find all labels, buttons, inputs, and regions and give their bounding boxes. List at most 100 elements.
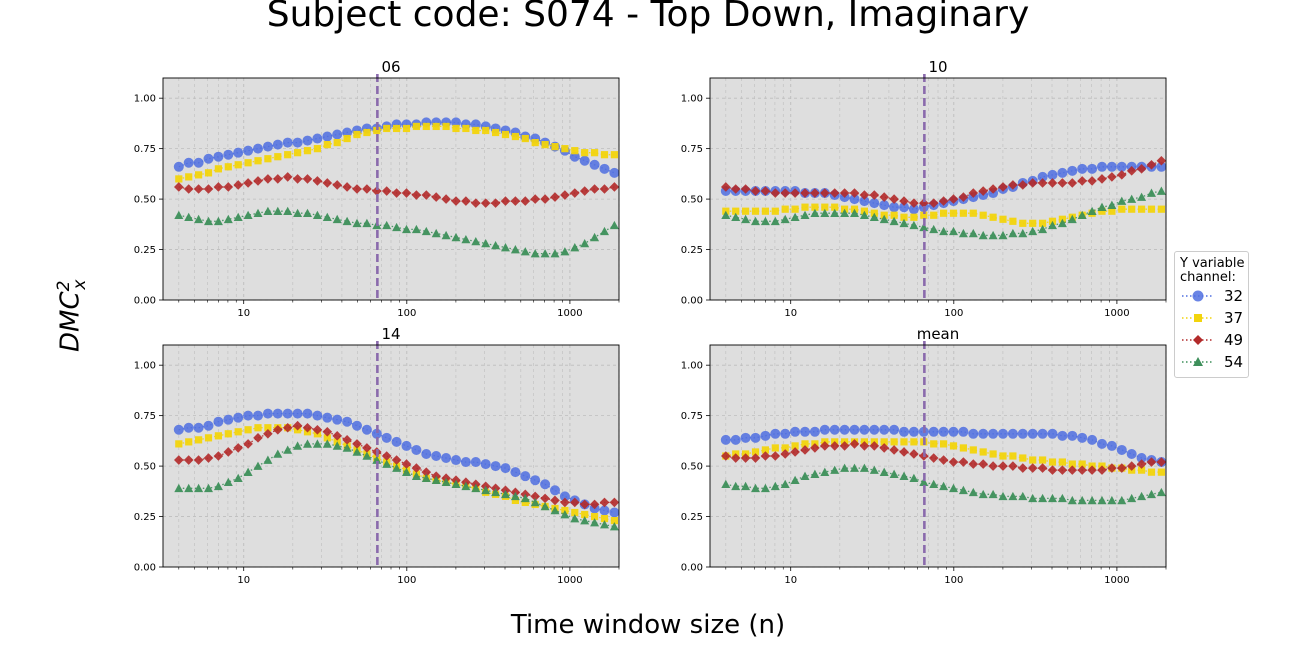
point-37: [531, 138, 539, 147]
point-54: [253, 208, 263, 218]
point-54: [540, 501, 550, 511]
point-54: [869, 465, 879, 474]
point-37: [801, 440, 809, 448]
point-32: [371, 428, 382, 439]
point-32: [183, 157, 194, 168]
point-54: [550, 249, 560, 258]
point-49: [401, 188, 412, 198]
point-54: [520, 493, 530, 503]
point-49: [312, 176, 323, 186]
panel-title: 14: [381, 325, 400, 343]
point-49: [441, 194, 451, 204]
point-32: [282, 137, 293, 148]
point-32: [233, 412, 244, 423]
point-32: [859, 424, 870, 435]
point-32: [1077, 163, 1088, 174]
point-54: [471, 236, 481, 246]
point-54: [1117, 196, 1127, 205]
point-49: [609, 182, 620, 192]
point-54: [204, 216, 214, 226]
point-54: [820, 467, 830, 476]
point-49: [1017, 463, 1028, 473]
point-37: [781, 444, 789, 452]
point-54: [1137, 491, 1147, 501]
point-37: [930, 440, 938, 448]
point-37: [294, 149, 302, 157]
point-32: [1156, 161, 1167, 172]
point-54: [609, 522, 619, 531]
point-54: [1146, 188, 1156, 197]
legend-label-49: 49: [1224, 331, 1244, 349]
point-49: [253, 176, 263, 186]
point-54: [560, 247, 570, 256]
point-49: [174, 182, 184, 192]
point-37: [831, 203, 839, 211]
point-54: [850, 463, 860, 472]
point-37: [1128, 205, 1136, 213]
point-37: [751, 448, 760, 456]
point-32: [879, 424, 890, 435]
point-37: [959, 209, 967, 217]
point-49: [560, 190, 570, 200]
point-49: [273, 174, 283, 184]
point-54: [968, 228, 978, 238]
point-49: [292, 174, 303, 184]
point-49: [810, 188, 820, 198]
legend-label-32: 32: [1224, 287, 1244, 305]
point-32: [730, 434, 741, 445]
point-54: [1038, 224, 1048, 234]
point-49: [174, 455, 184, 465]
point-54: [879, 467, 889, 476]
point-54: [840, 208, 850, 218]
point-54: [760, 216, 770, 226]
point-37: [452, 124, 460, 133]
point-49: [1097, 174, 1107, 184]
point-37: [920, 211, 928, 219]
point-37: [1019, 454, 1027, 462]
point-54: [491, 241, 501, 250]
point-37: [224, 163, 232, 171]
point-49: [869, 190, 880, 200]
point-54: [810, 208, 820, 218]
point-37: [491, 128, 500, 137]
point-37: [771, 207, 779, 215]
point-49: [421, 190, 432, 200]
point-54: [840, 463, 850, 472]
point-54: [174, 483, 184, 493]
point-54: [184, 212, 194, 222]
point-54: [253, 461, 263, 470]
point-37: [234, 161, 242, 169]
point-54: [283, 206, 293, 215]
point-49: [938, 196, 949, 206]
point-49: [302, 422, 313, 433]
panel-06: 0.00 0.25 0.50 0.75 1.00 10 100 1000 06: [134, 58, 620, 319]
point-54: [194, 214, 204, 224]
point-37: [949, 209, 958, 217]
point-32: [889, 424, 900, 435]
point-54: [948, 483, 958, 493]
point-54: [332, 214, 342, 224]
point-54: [780, 479, 790, 489]
point-32: [1027, 428, 1038, 439]
point-54: [431, 475, 441, 485]
point-49: [820, 188, 830, 198]
point-32: [173, 424, 184, 435]
y-tick-label: 0.50: [134, 462, 156, 473]
y-tick-label: 1.00: [134, 94, 156, 105]
point-49: [550, 495, 560, 506]
point-49: [1057, 465, 1068, 475]
point-54: [520, 247, 530, 256]
point-37: [195, 436, 203, 444]
point-54: [303, 208, 313, 218]
point-49: [263, 429, 273, 439]
point-49: [879, 192, 890, 202]
point-54: [194, 483, 204, 493]
point-49: [1037, 178, 1048, 188]
point-49: [193, 455, 204, 465]
point-32: [1067, 165, 1078, 176]
point-49: [1067, 465, 1078, 475]
point-54: [599, 520, 609, 529]
point-49: [1027, 463, 1038, 473]
point-49: [889, 194, 899, 204]
